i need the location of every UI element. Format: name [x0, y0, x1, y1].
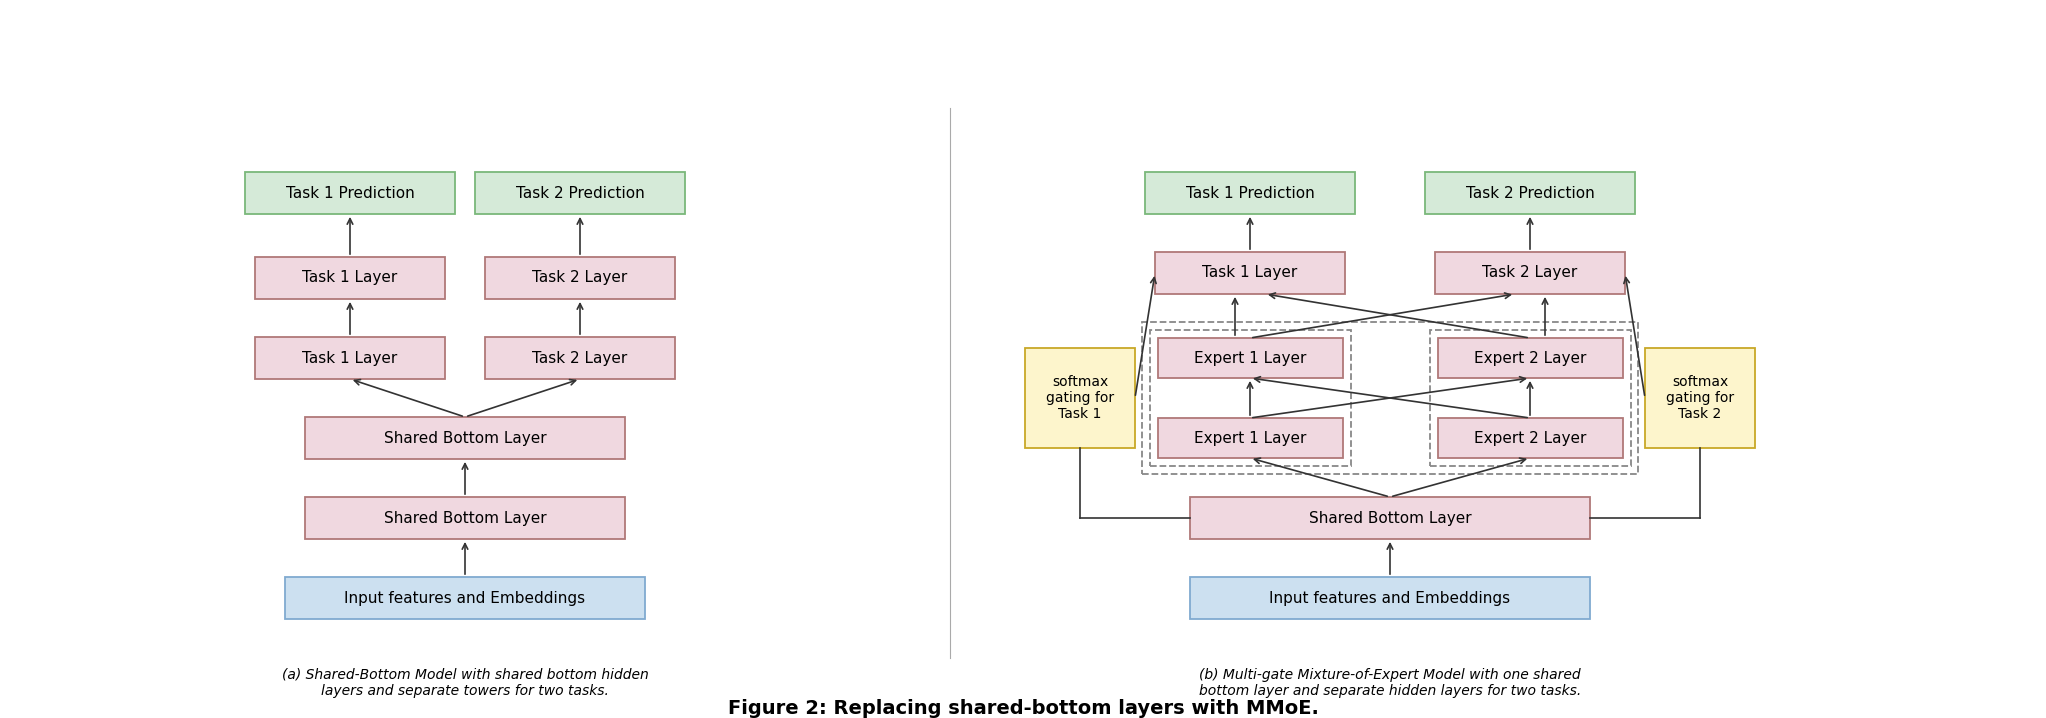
Text: softmax
gating for
Task 2: softmax gating for Task 2: [1665, 375, 1735, 421]
FancyBboxPatch shape: [485, 257, 675, 299]
FancyBboxPatch shape: [1025, 348, 1136, 448]
FancyBboxPatch shape: [246, 172, 454, 214]
Text: Shared Bottom Layer: Shared Bottom Layer: [385, 510, 546, 526]
Text: Task 1 Layer: Task 1 Layer: [303, 271, 397, 286]
Text: Expert 2 Layer: Expert 2 Layer: [1473, 350, 1586, 365]
FancyBboxPatch shape: [284, 577, 644, 619]
Text: Task 2 Layer: Task 2 Layer: [1483, 266, 1577, 281]
Text: Input features and Embeddings: Input features and Embeddings: [344, 590, 585, 605]
Text: Task 1 Prediction: Task 1 Prediction: [286, 185, 415, 200]
Text: softmax
gating for
Task 1: softmax gating for Task 1: [1046, 375, 1115, 421]
Text: (a) Shared-Bottom Model with shared bottom hidden
layers and separate towers for: (a) Shared-Bottom Model with shared bott…: [282, 668, 649, 698]
FancyBboxPatch shape: [305, 417, 624, 459]
FancyBboxPatch shape: [1424, 172, 1635, 214]
Text: Expert 2 Layer: Expert 2 Layer: [1473, 431, 1586, 445]
FancyBboxPatch shape: [305, 497, 624, 539]
Text: Shared Bottom Layer: Shared Bottom Layer: [385, 431, 546, 445]
FancyBboxPatch shape: [1156, 252, 1344, 294]
FancyBboxPatch shape: [1191, 497, 1590, 539]
FancyBboxPatch shape: [1434, 252, 1625, 294]
Text: Shared Bottom Layer: Shared Bottom Layer: [1309, 510, 1471, 526]
FancyBboxPatch shape: [256, 337, 444, 379]
FancyBboxPatch shape: [475, 172, 685, 214]
FancyBboxPatch shape: [1645, 348, 1755, 448]
Text: Input features and Embeddings: Input features and Embeddings: [1269, 590, 1510, 605]
FancyBboxPatch shape: [1146, 172, 1354, 214]
FancyBboxPatch shape: [1158, 418, 1342, 458]
Text: Task 1 Prediction: Task 1 Prediction: [1185, 185, 1314, 200]
FancyBboxPatch shape: [485, 337, 675, 379]
Text: Task 2 Layer: Task 2 Layer: [532, 271, 628, 286]
Text: Task 1 Layer: Task 1 Layer: [303, 350, 397, 365]
FancyBboxPatch shape: [1191, 577, 1590, 619]
FancyBboxPatch shape: [1158, 338, 1342, 378]
Text: Expert 1 Layer: Expert 1 Layer: [1193, 350, 1305, 365]
Text: Task 2 Prediction: Task 2 Prediction: [516, 185, 644, 200]
FancyBboxPatch shape: [1438, 418, 1622, 458]
FancyBboxPatch shape: [256, 257, 444, 299]
Text: Task 2 Layer: Task 2 Layer: [532, 350, 628, 365]
Text: Expert 1 Layer: Expert 1 Layer: [1193, 431, 1305, 445]
FancyBboxPatch shape: [1438, 338, 1622, 378]
Text: Task 1 Layer: Task 1 Layer: [1203, 266, 1297, 281]
Text: Figure 2: Replacing shared-bottom layers with MMoE.: Figure 2: Replacing shared-bottom layers…: [728, 699, 1318, 718]
Text: Task 2 Prediction: Task 2 Prediction: [1465, 185, 1594, 200]
Text: (b) Multi-gate Mixture-of-Expert Model with one shared
bottom layer and separate: (b) Multi-gate Mixture-of-Expert Model w…: [1199, 668, 1582, 698]
